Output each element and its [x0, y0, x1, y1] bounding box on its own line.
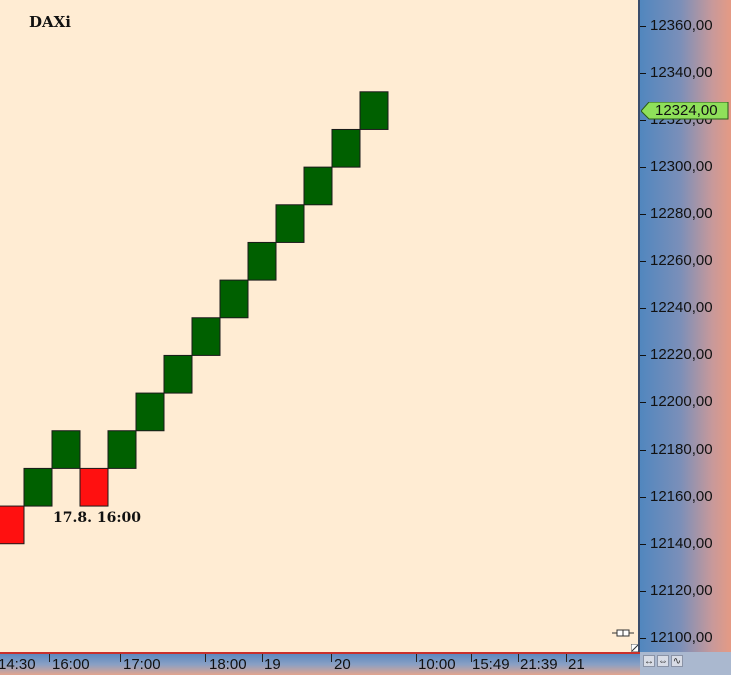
chart-type-icon[interactable]: ∿ — [671, 655, 683, 667]
price-axis-line — [638, 0, 640, 652]
renko-brick-up — [23, 467, 53, 507]
renko-brick-up — [275, 204, 305, 243]
price-tick-mark — [640, 402, 646, 403]
renko-brick-down — [0, 505, 25, 545]
price-tick-mark — [640, 167, 646, 168]
time-tick-mark — [471, 654, 472, 662]
time-tick-label: 14:30 — [0, 656, 36, 673]
time-tick-label: 21:39 — [520, 656, 558, 673]
scroll-left-right-icon[interactable]: ↔ — [643, 655, 655, 667]
time-tick-label: 15:49 — [472, 656, 510, 673]
price-tick-label: 12200,00 — [650, 393, 713, 410]
resize-handle-icon[interactable] — [631, 644, 639, 652]
time-tick-mark — [262, 654, 263, 662]
time-tick-label: 17:00 — [123, 656, 161, 673]
price-tick-mark — [640, 73, 646, 74]
renko-brick-up — [219, 279, 249, 319]
renko-brick-down — [79, 467, 109, 507]
time-tick-mark — [566, 654, 567, 662]
time-tick-mark — [331, 654, 332, 662]
time-tick-label: 19 — [264, 656, 281, 673]
price-tick-label: 12280,00 — [650, 205, 713, 222]
price-tick-mark — [640, 214, 646, 215]
time-tick-label: 16:00 — [52, 656, 90, 673]
price-tick-label: 12340,00 — [650, 64, 713, 81]
zoom-horizontal-icon[interactable]: ⇔ — [657, 655, 669, 667]
link-icon[interactable] — [611, 628, 635, 638]
renko-brick-up — [359, 91, 389, 130]
price-tick-mark — [640, 591, 646, 592]
price-tick-label: 12240,00 — [650, 299, 713, 316]
price-tick-label: 12300,00 — [650, 158, 713, 175]
price-tick-mark — [640, 261, 646, 262]
renko-brick-up — [107, 430, 137, 469]
time-axis[interactable] — [0, 652, 640, 675]
price-tick-mark — [640, 355, 646, 356]
price-tick-mark — [640, 497, 646, 498]
renko-bricks — [0, 91, 389, 545]
price-tick-label: 12360,00 — [650, 17, 713, 34]
price-tick-label: 12100,00 — [650, 629, 713, 646]
price-tick-mark — [640, 450, 646, 451]
time-tick-mark — [120, 654, 121, 662]
time-tick-mark — [205, 654, 206, 662]
chart-title: DAXi — [29, 13, 71, 31]
time-tick-label: 21 — [568, 656, 585, 673]
time-tick-mark — [416, 654, 417, 662]
price-tick-label: 12180,00 — [650, 441, 713, 458]
time-tick-mark — [49, 654, 50, 662]
price-tick-label: 12120,00 — [650, 582, 713, 599]
time-tick-label: 18:00 — [209, 656, 247, 673]
time-annotation: 17.8. 16:00 — [53, 510, 141, 526]
time-tick-label: 20 — [334, 656, 351, 673]
renko-brick-up — [163, 354, 193, 394]
price-tick-mark — [640, 26, 646, 27]
price-tick-mark — [640, 638, 646, 639]
renko-brick-up — [303, 166, 333, 206]
renko-brick-up — [247, 241, 277, 281]
price-axis[interactable] — [638, 0, 731, 652]
price-tick-label: 12160,00 — [650, 488, 713, 505]
price-tick-label: 12260,00 — [650, 252, 713, 269]
price-tick-mark — [640, 308, 646, 309]
renko-brick-up — [331, 128, 361, 168]
price-tag-shape — [641, 102, 729, 120]
price-tick-mark — [640, 120, 646, 121]
time-tick-label: 10:00 — [418, 656, 456, 673]
renko-brick-up — [191, 317, 221, 356]
price-tick-mark — [640, 544, 646, 545]
renko-brick-up — [51, 430, 81, 469]
last-price-value: 12324,00 — [655, 102, 718, 119]
price-tick-label: 12140,00 — [650, 535, 713, 552]
price-tick-label: 12220,00 — [650, 346, 713, 363]
renko-brick-up — [135, 392, 165, 432]
chart-plot-area[interactable]: DAXi 17.8. 16:00 — [0, 0, 639, 652]
last-price-tag: 12324,00 — [641, 102, 729, 120]
time-tick-mark — [518, 654, 519, 662]
